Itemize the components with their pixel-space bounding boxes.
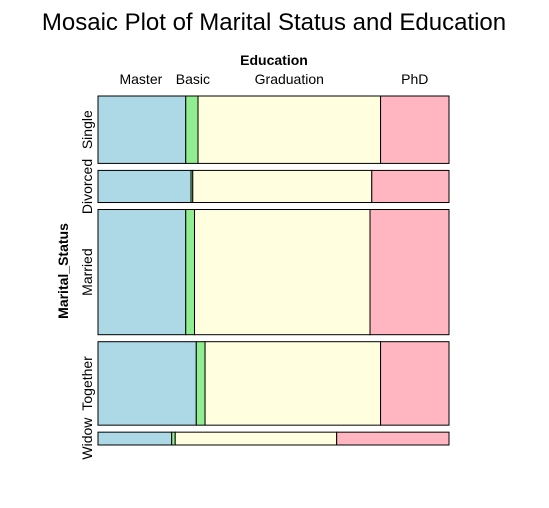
row-label-married: Married [79, 248, 95, 295]
column-label-basic: Basic [176, 71, 210, 87]
row-label-single: Single [79, 110, 95, 149]
mosaic-cell-married-graduation [194, 209, 371, 336]
mosaic-cell-divorced-master [97, 169, 192, 204]
mosaic-cell-widow-phd [336, 431, 450, 446]
mosaic-cell-together-master [97, 341, 197, 426]
mosaic-cell-widow-master [97, 431, 173, 446]
x-axis-title: Education [240, 52, 308, 68]
mosaic-cell-single-basic [185, 95, 199, 164]
mosaic-cells [97, 95, 450, 446]
column-label-graduation: Graduation [255, 71, 324, 87]
mosaic-cell-married-phd [369, 209, 450, 336]
row-label-widow: Widow [79, 417, 95, 460]
mosaic-cell-together-graduation [204, 341, 382, 426]
column-labels: Master Basic Graduation PhD [119, 71, 428, 87]
column-label-master: Master [119, 71, 162, 87]
mosaic-cell-divorced-phd [371, 169, 450, 204]
mosaic-cell-single-phd [380, 95, 450, 164]
row-label-together: Together [79, 356, 95, 411]
mosaic-cell-single-graduation [197, 95, 382, 164]
mosaic-cell-divorced-graduation [192, 169, 373, 204]
mosaic-cell-single-master [97, 95, 187, 164]
mosaic-cell-together-basic [195, 341, 206, 426]
mosaic-cell-widow-basic [171, 431, 176, 446]
column-label-phd: PhD [401, 71, 428, 87]
mosaic-cell-married-master [97, 209, 187, 336]
mosaic-cell-married-basic [185, 209, 196, 336]
y-axis-title: Marital_Status [55, 223, 71, 319]
row-labels: Single Divorced Married Together Widow [79, 110, 95, 460]
row-label-divorced: Divorced [79, 159, 95, 214]
mosaic-cell-widow-graduation [174, 431, 338, 446]
mosaic-cell-together-phd [380, 341, 450, 426]
chart-title: Mosaic Plot of Marital Status and Educat… [42, 9, 506, 36]
